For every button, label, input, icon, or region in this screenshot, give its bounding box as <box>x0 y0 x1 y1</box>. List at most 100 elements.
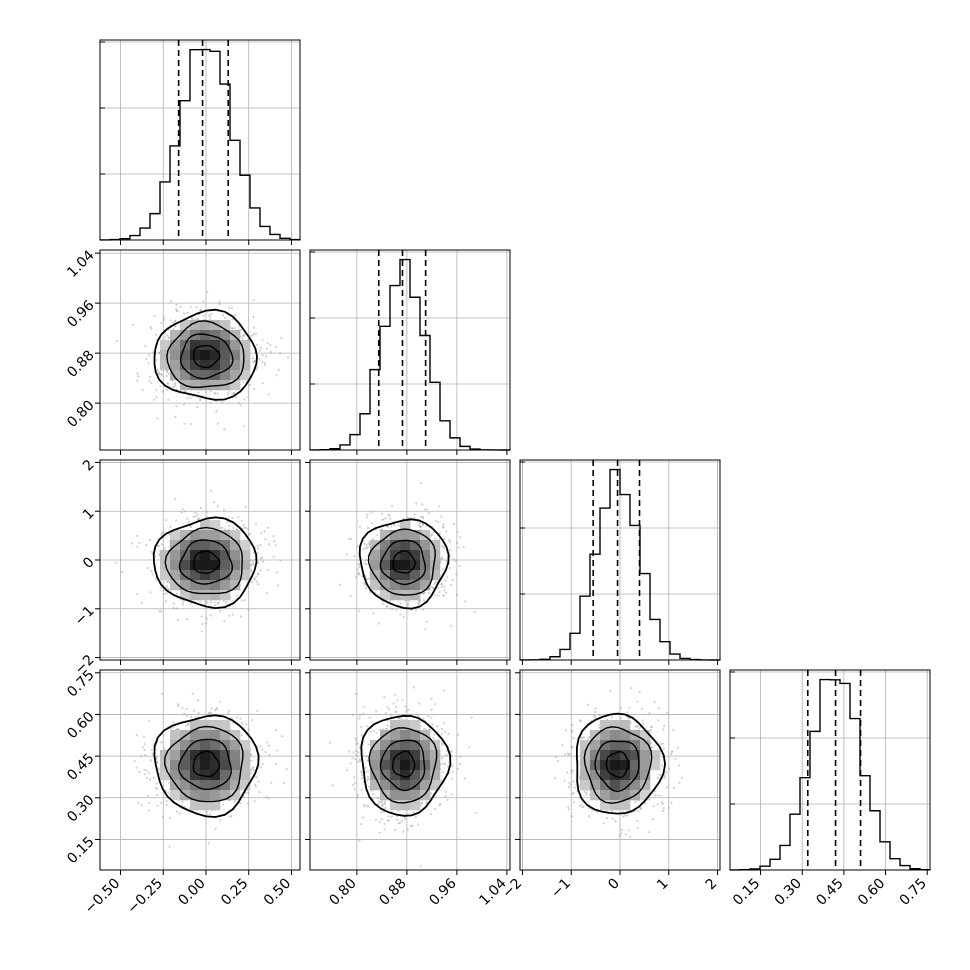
x-tick-label: 0 <box>605 876 623 894</box>
scatter-point <box>446 798 449 802</box>
scatter-point <box>365 547 368 550</box>
scatter-point <box>223 620 226 623</box>
scatter-point <box>175 519 178 522</box>
density-cell <box>160 550 171 561</box>
scatter-point <box>167 398 170 401</box>
scatter-point <box>157 767 160 770</box>
density-cell <box>610 740 621 751</box>
panel-frame <box>309 249 511 451</box>
scatter-point <box>390 504 394 507</box>
scatter-point <box>384 802 387 805</box>
scatter-point <box>176 309 179 313</box>
scatter-point <box>421 608 425 611</box>
scatter-point <box>186 517 189 520</box>
scatter-point <box>349 537 353 540</box>
scatter-point <box>587 737 590 740</box>
scatter-point <box>369 591 372 594</box>
y-tick-label: 0.60 <box>64 709 97 742</box>
scatter-point <box>249 334 252 338</box>
scatter-point <box>448 567 451 570</box>
scatter-point <box>287 356 290 359</box>
density-cell <box>180 570 191 581</box>
scatter-point <box>345 769 348 772</box>
scatter-point <box>443 589 446 592</box>
histogram-series <box>309 258 511 451</box>
scatter-point <box>441 757 444 760</box>
scatter-point <box>358 563 361 566</box>
scatter-point <box>199 600 202 603</box>
scatter-point <box>659 794 662 797</box>
scatter-point <box>370 730 373 733</box>
scatter-point <box>429 812 432 816</box>
scatter-point <box>272 535 275 538</box>
scatter-point <box>226 520 229 523</box>
x-tick-label: 0.25 <box>218 876 251 909</box>
density-cell <box>580 780 591 791</box>
scatter-point <box>661 764 664 767</box>
density-cell <box>190 540 201 551</box>
scatter-point <box>651 746 654 749</box>
scatter-point <box>393 693 397 696</box>
scatter-point <box>158 351 161 354</box>
scatter-point <box>216 707 219 710</box>
scatter-point <box>397 809 400 813</box>
scatter-point <box>362 803 366 806</box>
scatter-point <box>432 587 435 590</box>
scatter-point <box>464 600 467 603</box>
scatter-point <box>406 604 409 607</box>
scatter-point <box>650 726 653 729</box>
scatter-point <box>259 544 262 547</box>
density-cell <box>610 770 621 781</box>
scatter-point <box>430 533 434 536</box>
scatter-point <box>157 371 160 374</box>
scatter-point <box>156 793 159 797</box>
scatter-point <box>285 768 288 771</box>
scatter-point <box>382 810 385 814</box>
scatter-point <box>252 326 255 329</box>
scatter-point <box>243 398 246 401</box>
scatter-point <box>166 382 169 385</box>
density-cell <box>410 800 421 811</box>
scatter-point <box>419 515 423 518</box>
density-cell <box>190 370 201 381</box>
scatter-point <box>441 762 444 765</box>
scatter-point <box>433 583 436 586</box>
scatter-point <box>425 801 428 804</box>
scatter-point <box>357 751 360 754</box>
scatter-point <box>431 723 434 726</box>
scatter-point <box>407 602 410 605</box>
density-cell <box>410 540 421 551</box>
scatter-point <box>367 577 370 580</box>
scatter-point <box>397 524 400 527</box>
scatter-point <box>252 315 255 319</box>
density-cell <box>170 760 181 771</box>
scatter-point <box>381 805 384 808</box>
scatter-point <box>210 707 213 711</box>
scatter-point <box>165 374 168 377</box>
scatter-point <box>657 719 660 722</box>
scatter-point <box>139 755 142 758</box>
scatter-point <box>209 711 212 714</box>
scatter-point <box>440 515 443 518</box>
scatter-point <box>385 728 388 731</box>
scatter-point <box>384 806 387 810</box>
scatter-point <box>569 783 573 786</box>
scatter-point <box>384 516 387 520</box>
scatter-point <box>172 726 175 729</box>
scatter-point <box>243 333 246 336</box>
scatter-point <box>251 560 255 563</box>
density-cell <box>370 780 381 791</box>
scatter-point <box>175 309 178 312</box>
scatter-point <box>356 793 359 797</box>
scatter-point <box>624 833 627 836</box>
scatter-point <box>274 544 277 547</box>
scatter-point <box>265 741 268 744</box>
scatter-point <box>213 392 216 395</box>
density-cell <box>390 790 401 801</box>
scatter-point <box>404 705 407 708</box>
density-cell <box>170 370 181 381</box>
scatter-point <box>375 710 378 713</box>
scatter-point <box>183 403 186 406</box>
scatter-point <box>256 709 259 713</box>
scatter-point <box>360 776 363 780</box>
